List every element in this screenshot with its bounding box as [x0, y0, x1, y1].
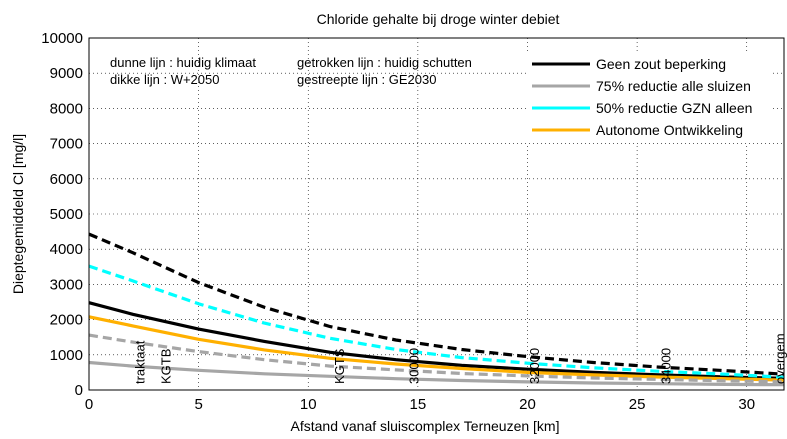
tick-labels: 0100020003000400050006000700080009000100…: [41, 30, 755, 413]
y-tick-label: 6000: [50, 171, 83, 188]
y-tick-label: 10000: [41, 30, 83, 47]
note-thin-line: dunne lijn : huidig klimaat: [110, 55, 256, 70]
notes: dunne lijn : huidig klimaat dikke lijn :…: [110, 55, 472, 87]
series-group: [88, 232, 785, 387]
series-line-2: [88, 360, 785, 387]
legend-label: Geen zout beperking: [596, 56, 726, 72]
x-tick-label: 10: [300, 396, 317, 413]
location-label: traktaat: [132, 340, 147, 384]
location-label: overgem: [773, 333, 787, 384]
y-tick-label: 3000: [50, 276, 83, 293]
legend: Geen zout beperking 75% reductie alle slu…: [527, 53, 770, 143]
series-line-5: [88, 264, 785, 379]
y-tick-label: 8000: [50, 100, 83, 117]
x-tick-label: 30: [738, 396, 755, 413]
series-line-3: [88, 315, 785, 382]
note-thick-line: dikke lijn : W+2050: [110, 72, 219, 87]
location-labels: traktaat KGTB KGTS 30000 32000 34000 overgem: [132, 333, 787, 384]
y-tick-label: 7000: [50, 136, 83, 153]
series-line-1: [88, 301, 785, 380]
note-dashed-line: gestreepte lijn : GE2030: [297, 72, 436, 87]
note-solid-line: getrokken lijn : huidig schutten: [297, 55, 472, 70]
x-tick-label: 25: [629, 396, 646, 413]
legend-label: 75% reductie alle sluizen: [596, 78, 751, 94]
legend-box: [527, 53, 770, 143]
y-tick-label: 2000: [50, 312, 83, 329]
location-label: KGTS: [332, 348, 347, 384]
x-tick-label: 20: [519, 396, 536, 413]
location-label: 30000: [406, 348, 421, 384]
x-tick-label: 0: [85, 396, 93, 413]
location-label: 34000: [659, 348, 674, 384]
y-tick-label: 4000: [50, 241, 83, 258]
y-axis-label: Dieptegemiddeld Cl [mg/l]: [10, 134, 26, 294]
x-tick-label: 15: [410, 396, 427, 413]
chart-title: Chloride gehalte bij droge winter debiet: [317, 11, 560, 27]
y-tick-label: 0: [75, 382, 83, 399]
legend-label: Autonome Ontwikkeling: [596, 122, 743, 138]
location-label: KGTB: [159, 349, 174, 384]
y-tick-label: 1000: [50, 347, 83, 364]
y-tick-label: 9000: [50, 65, 83, 82]
location-label: 32000: [527, 348, 542, 384]
x-axis-label: Afstand vanaf sluiscomplex Terneuzen [km…: [291, 418, 560, 434]
y-tick-label: 5000: [50, 206, 83, 223]
x-tick-label: 5: [194, 396, 202, 413]
plot-frame: [88, 37, 785, 391]
series-line-6: [88, 333, 785, 384]
legend-label: 50% reductie GZN alleen: [596, 100, 752, 116]
